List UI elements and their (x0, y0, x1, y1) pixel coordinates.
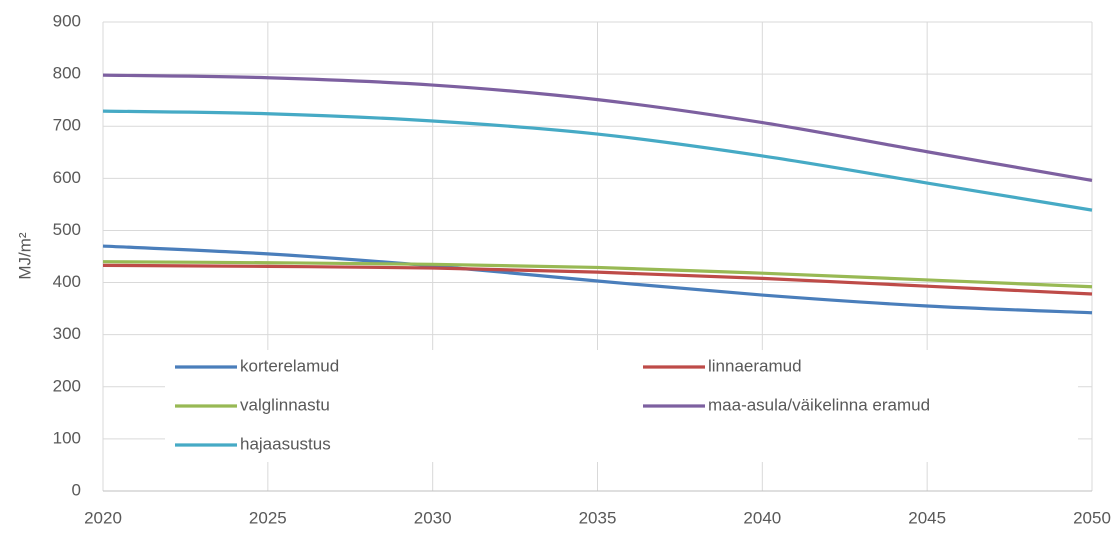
y-axis-label: MJ/m² (15, 232, 34, 280)
x-tick-label: 2050 (1073, 508, 1111, 527)
y-tick-label: 0 (72, 480, 81, 499)
legend-box (165, 350, 1078, 462)
line (102, 263, 1093, 296)
x-tick-label: 2025 (249, 508, 287, 527)
legend-label: linnaeramud (708, 356, 802, 375)
y-tick-label: 500 (53, 220, 81, 239)
line (102, 73, 1093, 182)
y-tick-label: 800 (53, 64, 81, 83)
legend-label: korterelamud (240, 356, 339, 375)
x-tick-label: 2030 (414, 508, 452, 527)
legend-label: maa-asula/väikelinna eramud (708, 395, 930, 414)
y-tick-label: 400 (53, 272, 81, 291)
y-tick-label: 700 (53, 116, 81, 135)
x-tick-label: 2035 (579, 508, 617, 527)
y-tick-label: 600 (53, 168, 81, 187)
x-tick-label: 2040 (743, 508, 781, 527)
y-tick-label: 300 (53, 324, 81, 343)
legend-label: hajaasustus (240, 434, 331, 453)
x-tick-label: 2045 (908, 508, 946, 527)
legend-label: valglinnastu (240, 395, 330, 414)
line (102, 260, 1093, 289)
y-tick-label: 900 (53, 11, 81, 30)
x-tick-label: 2020 (84, 508, 122, 527)
y-tick-label: 200 (53, 376, 81, 395)
line (102, 109, 1093, 212)
line (102, 244, 1093, 315)
y-tick-label: 100 (53, 428, 81, 447)
